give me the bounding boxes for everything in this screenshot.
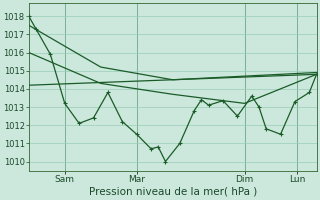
X-axis label: Pression niveau de la mer( hPa ): Pression niveau de la mer( hPa )	[89, 187, 257, 197]
